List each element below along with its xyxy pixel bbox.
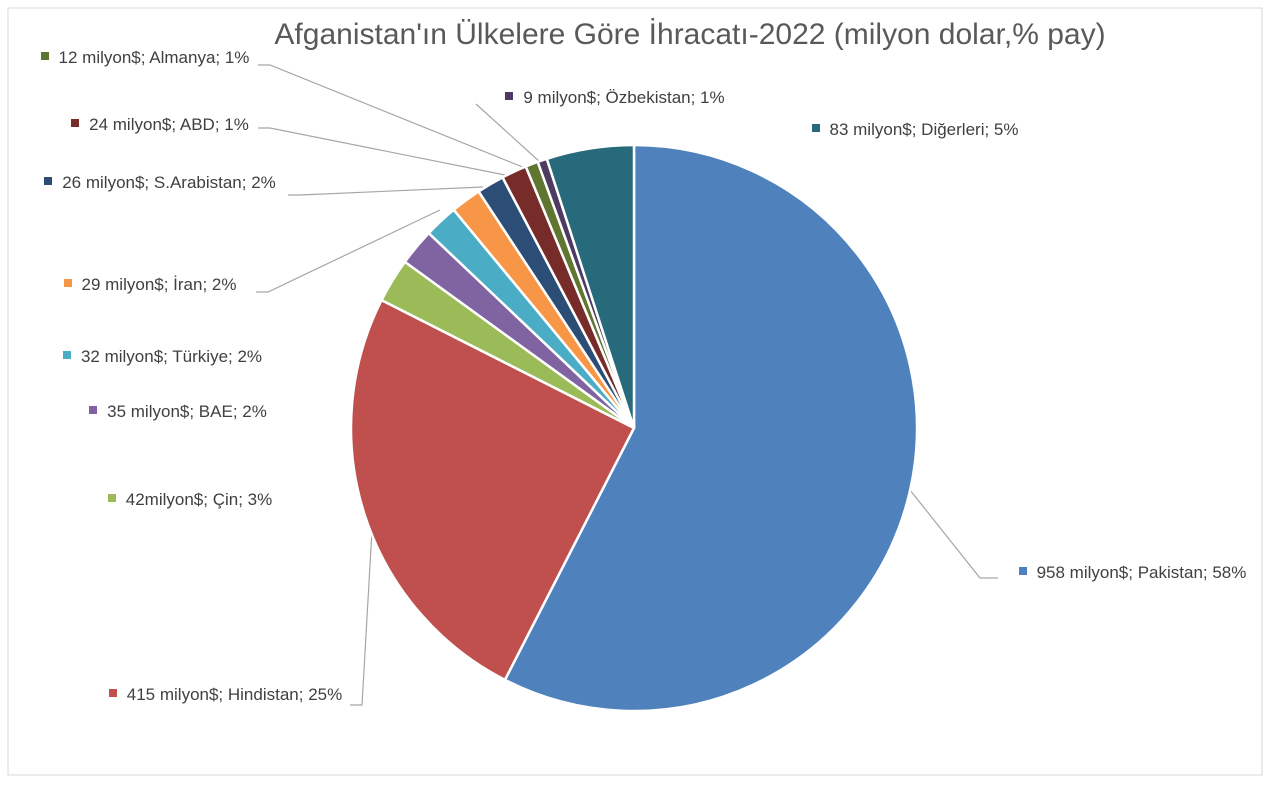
label-text: 12 milyon$; Almanya; 1%: [58, 48, 250, 67]
label-marker: [62, 350, 71, 359]
data-label: 24 milyon$; ABD; 1%: [25, 110, 295, 140]
label-text: 415 milyon$; Hindistan; 25%: [126, 685, 343, 704]
label-text: 35 milyon$; BAE; 2%: [107, 402, 267, 421]
data-label: 83 milyon$; Diğerleri; 5%: [785, 115, 1045, 145]
pie-slice: [349, 298, 636, 682]
label-text: 26 milyon$; S.Arabistan; 2%: [62, 173, 276, 192]
label-text: 83 milyon$; Diğerleri; 5%: [829, 120, 1019, 139]
label-text: 24 milyon$; ABD; 1%: [89, 115, 249, 134]
label-marker: [89, 405, 98, 414]
label-text: 9 milyon$; Özbekistan; 1%: [523, 88, 725, 107]
label-marker: [71, 118, 80, 127]
label-marker: [505, 91, 514, 100]
label-marker: [108, 688, 117, 697]
data-label: 415 milyon$; Hindistan; 25%: [88, 680, 363, 710]
pie-slice: [503, 143, 919, 713]
data-label: 35 milyon$; BAE; 2%: [58, 397, 298, 427]
data-label: 32 milyon$; Türkiye; 2%: [25, 342, 300, 372]
chart-title: Afganistan'ın Ülkelere Göre İhracatı-202…: [274, 18, 1105, 51]
label-marker: [811, 123, 820, 132]
pie-slice: [545, 143, 636, 429]
label-marker: [63, 278, 72, 287]
label-marker: [40, 51, 49, 60]
label-text: 32 milyon$; Türkiye; 2%: [80, 347, 263, 366]
label-text: 29 milyon$; İran; 2%: [81, 275, 237, 294]
data-label: 12 milyon$; Almanya; 1%: [25, 43, 265, 73]
label-marker: [107, 493, 116, 502]
data-label: 958 milyon$; Pakistan; 58%: [1000, 558, 1265, 588]
label-marker: [44, 176, 53, 185]
label-text: 958 milyon$; Pakistan; 58%: [1036, 563, 1247, 582]
data-label: 29 milyon$; İran; 2%: [25, 270, 275, 300]
data-label: 26 milyon$; S.Arabistan; 2%: [25, 168, 295, 198]
label-text: 42milyon$; Çin; 3%: [125, 490, 273, 509]
label-marker: [1018, 566, 1027, 575]
data-label: 9 milyon$; Özbekistan; 1%: [470, 83, 760, 113]
leader-lines: [256, 64, 998, 706]
data-label: 42milyon$; Çin; 3%: [70, 485, 310, 515]
